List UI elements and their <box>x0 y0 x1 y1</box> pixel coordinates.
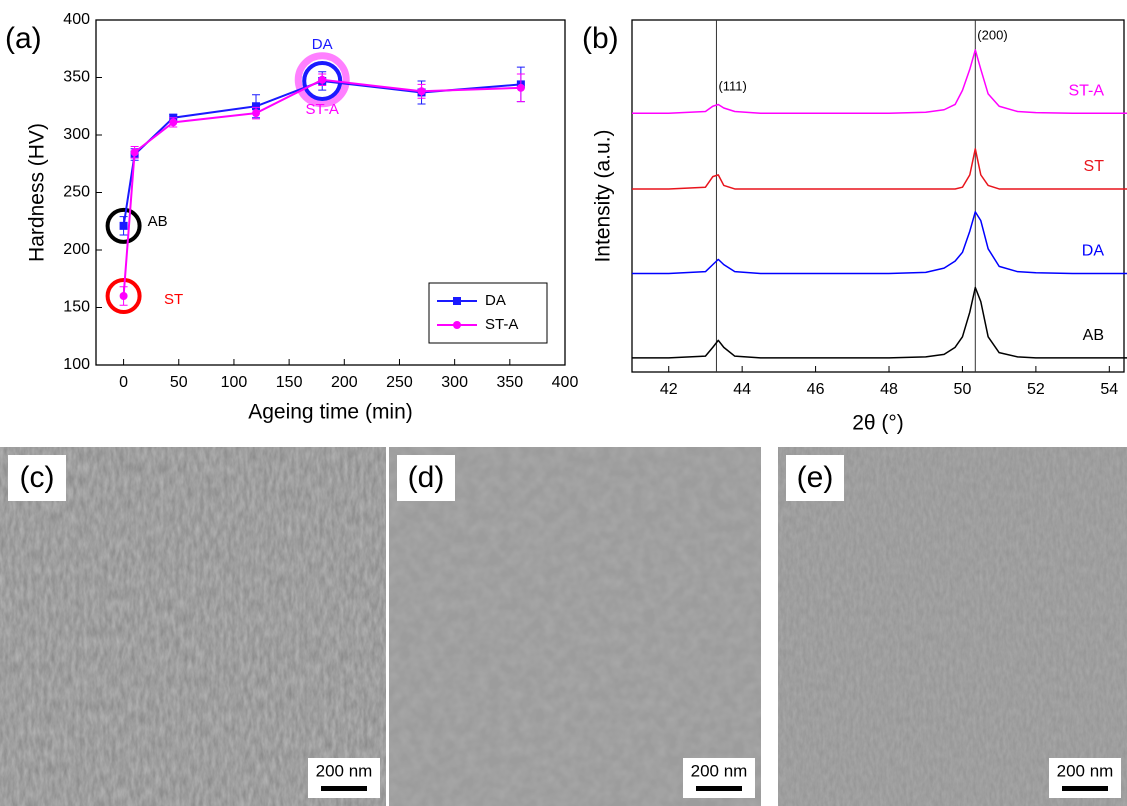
label-box <box>786 455 844 501</box>
series-line <box>632 211 1127 275</box>
series-label: ST <box>1084 158 1105 175</box>
x-tick-label: 200 <box>331 374 358 391</box>
x-tick-label: 44 <box>733 381 751 398</box>
x-tick-label: 50 <box>170 374 188 391</box>
marker <box>119 292 128 300</box>
marker <box>119 221 128 230</box>
legend-marker <box>453 321 461 329</box>
x-tick-label: 42 <box>660 381 678 398</box>
label-box <box>397 455 455 501</box>
panel-label: (e) <box>797 461 834 494</box>
y-tick-label: 100 <box>63 356 90 373</box>
marker <box>130 148 139 157</box>
annotation-label: ST <box>164 291 183 308</box>
x-tick-label: 46 <box>807 381 825 398</box>
x-tick-label: 150 <box>276 374 303 391</box>
marker <box>318 75 327 84</box>
x-tick-label: 300 <box>441 374 468 391</box>
x-tick-label: 50 <box>954 381 972 398</box>
micrograph-texture <box>389 447 761 806</box>
marker <box>417 87 426 96</box>
micrograph-texture <box>0 447 386 806</box>
y-tick-label: 250 <box>63 184 90 201</box>
annotation-ring <box>105 278 142 314</box>
series-line <box>632 148 1127 190</box>
x-tick-label: 250 <box>386 374 413 391</box>
panel-label: (d) <box>408 461 445 494</box>
scale-box <box>308 758 380 798</box>
label-box <box>8 455 66 501</box>
x-tick-label: 400 <box>552 374 579 391</box>
series-label: ST-A <box>1068 82 1104 99</box>
scale-bar <box>321 786 367 791</box>
series-label: DA <box>1082 243 1105 260</box>
reference-label: (111) <box>718 78 746 93</box>
series-line <box>632 286 1127 359</box>
scale-bar <box>696 786 742 791</box>
annotation-ring <box>105 207 142 244</box>
x-axis-label: 2θ (°) <box>852 412 904 435</box>
legend-label: ST-A <box>485 316 518 333</box>
y-tick-label: 300 <box>63 126 90 143</box>
scale-box <box>683 758 755 798</box>
y-tick-label: 200 <box>63 241 90 258</box>
y-axis-label: Hardness (HV) <box>26 123 49 262</box>
panel-label: (b) <box>582 22 619 55</box>
marker <box>252 102 261 111</box>
series-line <box>632 49 1127 115</box>
annotation-label: ST-A <box>306 101 339 118</box>
x-tick-label: 54 <box>1100 381 1118 398</box>
scale-bar-label: 200 nm <box>1057 761 1114 780</box>
micrograph-texture <box>778 447 1127 806</box>
series-label: AB <box>1083 327 1104 344</box>
annotation-label: AB <box>148 213 168 230</box>
x-tick-label: 48 <box>880 381 898 398</box>
annotation-ring <box>294 52 350 108</box>
y-tick-label: 400 <box>63 11 90 28</box>
scale-bar-label: 200 nm <box>316 761 373 780</box>
y-tick-label: 350 <box>63 69 90 86</box>
marker <box>516 83 525 92</box>
scale-box <box>1049 758 1121 798</box>
y-axis-label: Intensity (a.u.) <box>592 129 615 262</box>
legend-box <box>428 282 548 344</box>
x-tick-label: 100 <box>221 374 248 391</box>
x-tick-label: 52 <box>1027 381 1045 398</box>
scale-bar <box>1062 786 1108 791</box>
x-tick-label: 0 <box>119 374 128 391</box>
annotation-label: DA <box>312 36 333 53</box>
plot-frame <box>631 19 1125 373</box>
scale-bar-label: 200 nm <box>691 761 748 780</box>
legend-label: DA <box>485 292 506 309</box>
panel-label: (a) <box>5 22 42 55</box>
legend-marker <box>453 297 461 305</box>
reference-label: (200) <box>977 27 1007 42</box>
x-tick-label: 350 <box>496 374 523 391</box>
panel-label: (c) <box>20 461 55 494</box>
y-tick-label: 150 <box>63 299 90 316</box>
x-axis-label: Ageing time (min) <box>248 401 413 424</box>
marker <box>252 109 261 118</box>
marker <box>169 118 178 127</box>
